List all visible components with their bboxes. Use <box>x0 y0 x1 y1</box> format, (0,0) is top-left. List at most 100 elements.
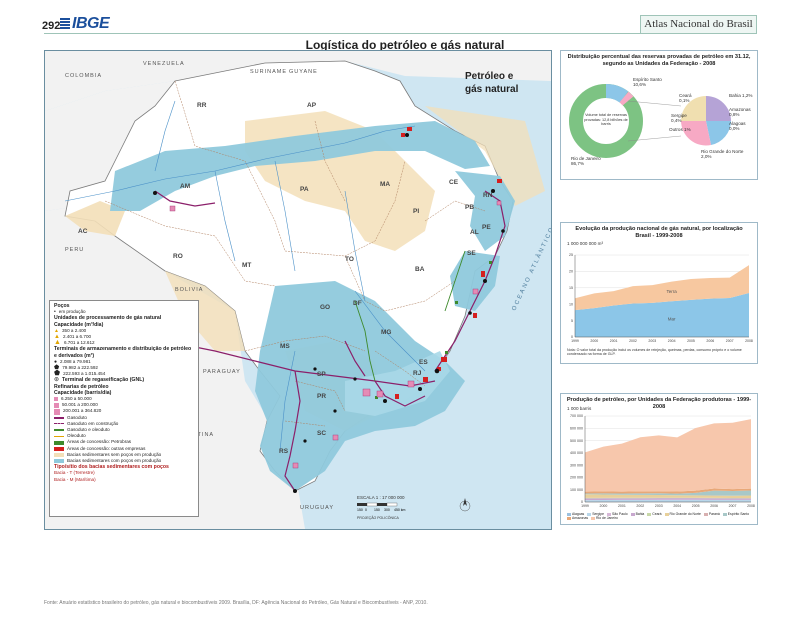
area-beige-swatch <box>54 452 64 457</box>
legend-swatch <box>647 512 652 516</box>
legend-line-label: Gasoduto em construção <box>67 420 119 426</box>
state-pe: PE <box>482 224 491 231</box>
state-ro: RO <box>173 253 183 260</box>
legend-wells-title: Poços <box>54 303 70 309</box>
legend-terminal-row: ⬟ 222.593 a 1.015.454 <box>54 370 194 377</box>
basin-acre <box>65 201 125 236</box>
legend-wells-row: • em produção <box>54 309 194 315</box>
legend-swatch <box>606 512 611 516</box>
scale-segment <box>366 502 378 507</box>
legend-note: Bacia - T (Terrestre) <box>54 470 95 476</box>
legend-units-capacity: Capacidade (m³/dia) <box>54 321 104 328</box>
logo-text: IBGE <box>72 15 110 32</box>
label-outros: Outros 1% <box>669 127 691 132</box>
country-guyane: GUYANE <box>289 69 318 75</box>
legend-line-row: Oleoduto <box>54 433 194 439</box>
area-series-mar <box>575 293 749 337</box>
pie-slice-amazonas <box>706 121 731 145</box>
legend-refineries-title: Refinarias de petróleo <box>54 383 109 390</box>
legend-unit-row: ▲ 350 a 2.400 <box>54 328 194 334</box>
oil-chart-title: Produção de petróleo, por Unidades da Fe… <box>566 397 752 410</box>
scale-tick: 150 <box>357 508 363 512</box>
brazil-map: OCEANO ATLÂNTICO Petróleo e gás natural … <box>44 50 552 530</box>
ring-espirito-santo <box>605 84 629 103</box>
square-small-icon <box>54 397 58 402</box>
y-tick-label: 200 000 <box>570 476 583 480</box>
oil-legend-item: Alagoas <box>567 512 584 516</box>
state-ba: BA <box>415 266 425 273</box>
scale-title: ESCALA 1 : 17 000 000 <box>357 495 405 500</box>
state-ms: MS <box>280 343 290 350</box>
legend-terminal-class: 2.088 a 79.981 <box>60 358 91 364</box>
legend-swatch <box>703 512 708 516</box>
y-tick-label: 25 <box>569 253 573 257</box>
y-tick-label: 0 <box>581 500 583 504</box>
y-tick-label: 700 000 <box>570 414 583 418</box>
legend-units-title: Unidades de processamento de gás natural <box>54 315 162 322</box>
connector-line <box>627 135 682 142</box>
basin-parecis <box>165 271 245 351</box>
state-am: AM <box>180 183 190 190</box>
oil-production-panel: Produção de petróleo, por Unidades da Fe… <box>560 393 758 525</box>
scale-tick: 150 <box>374 508 380 512</box>
legend-swatch <box>722 512 727 516</box>
ocean-label: OCEANO ATLÂNTICO <box>510 225 551 312</box>
legend-refinery-row: 50.001 a 200.000 <box>54 402 194 408</box>
scale-segment <box>377 503 387 506</box>
projection-label: PROJEÇÃO POLICÔNICA <box>357 515 399 520</box>
legend-line-row: Gasoduto em construção <box>54 421 194 427</box>
triangle-small-icon: ▲ <box>54 327 59 334</box>
page-number: 292 <box>42 20 61 32</box>
area-green-swatch <box>54 440 64 445</box>
legend-refinery-class: 50.001 a 200.000 <box>62 402 98 408</box>
oil-legend-item: Ceará <box>647 512 662 516</box>
legend-area-row: Bacias sedimentares com poços em produçã… <box>54 458 194 464</box>
legend-label: Bahia <box>635 512 645 516</box>
y-tick-label: 100 000 <box>570 488 583 492</box>
circle-small-icon: ● <box>54 358 58 365</box>
page-title: Logística do petróleo e gás natural <box>305 38 505 52</box>
x-tick-label: 2000 <box>600 504 608 508</box>
state-rn: RN <box>483 192 493 199</box>
x-tick-label: 2007 <box>729 504 737 508</box>
terminal-markers <box>153 133 505 493</box>
legend-label: Rio Grande do Norte <box>669 512 701 516</box>
state-sc: SC <box>317 430 326 437</box>
oil-legend-item: Amazonas <box>567 516 588 520</box>
legend-area-label: Bacias sedimentares com poços em produçã… <box>67 458 162 464</box>
legend-line-label: Gasoduto <box>67 414 87 420</box>
gas-y-unit: 1 000 000 000 m³ <box>567 241 604 246</box>
area-red-swatch <box>54 446 64 451</box>
reserves-donut <box>569 84 731 158</box>
area-series-amazonas <box>585 488 751 494</box>
regas-icon: ⊛ <box>54 377 60 384</box>
gas-chart-title: Evolução da produção nacional de gás nat… <box>575 226 743 239</box>
oil-legend-item: São Paulo <box>606 512 628 516</box>
x-tick-label: 2005 <box>692 504 700 508</box>
state-sp: SP <box>317 371 326 378</box>
x-tick-label: 2001 <box>618 504 626 508</box>
square-medium-icon <box>54 402 59 408</box>
label-rn: Rio Grande do Norte 2,0% <box>701 149 744 159</box>
oil-legend-item: Rio de Janeiro <box>591 516 618 520</box>
legend-label: Espírito Santo <box>727 512 750 516</box>
scale-tick: 0 <box>365 508 367 512</box>
west-neighbours <box>45 81 175 211</box>
y-tick-label: 400 000 <box>570 451 583 455</box>
label-bahia: Bahia 1,2% <box>729 93 753 98</box>
line-dashed-icon <box>54 423 64 425</box>
x-tick-label: 2008 <box>745 339 753 343</box>
legend-unit-class: 350 a 2.400 <box>61 327 87 333</box>
label-alagoas: Alagoas 0,0% <box>729 121 746 131</box>
legend-label: Amazonas <box>572 516 589 520</box>
scale-segment <box>357 503 367 506</box>
atlas-title: Atlas Nacional do Brasil <box>640 15 757 34</box>
scale-tick: 450 km <box>394 508 406 512</box>
area-series-label: Mar <box>668 317 676 322</box>
source-note: Fonte: Anuário estatístico brasileiro do… <box>44 600 428 606</box>
legend-line-label: Oleoduto <box>67 433 86 439</box>
legend-swatch <box>630 512 635 516</box>
basin-offshore-north <box>425 106 545 206</box>
scale-bar: ESCALA 1 : 17 000 000 150 0 150 300 450 … <box>357 495 406 520</box>
legend-terminals-title: Terminais de armazenamento e distribuiçã… <box>54 346 192 359</box>
